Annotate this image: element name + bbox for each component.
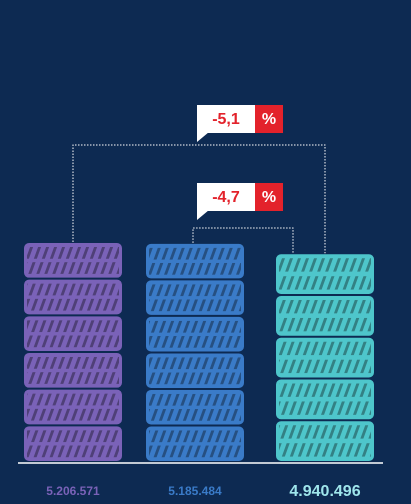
tread: [27, 298, 119, 311]
tire-stack: [276, 254, 374, 461]
tread: [279, 425, 371, 439]
tread: [27, 283, 119, 296]
tread: [27, 445, 119, 458]
tread: [279, 276, 371, 290]
annotation-unit: %: [262, 189, 276, 206]
tire-stack: [24, 243, 122, 461]
tread: [279, 359, 371, 374]
annotation-tail: [197, 210, 209, 220]
tread: [149, 247, 241, 260]
tread: [27, 320, 119, 333]
tread: [149, 372, 241, 385]
tread: [149, 299, 241, 312]
tread: [149, 284, 241, 297]
tread: [279, 443, 371, 457]
tread: [279, 258, 371, 272]
annotation-box: [197, 105, 255, 133]
value-label: 5.185.484: [168, 484, 222, 498]
tread: [279, 317, 371, 332]
tread: [27, 335, 119, 348]
value-label: 5.206.571: [46, 484, 100, 498]
tread: [279, 383, 371, 397]
tread: [149, 445, 241, 458]
tread: [149, 357, 241, 370]
tread: [279, 341, 371, 356]
tread: [149, 320, 241, 333]
tread: [27, 262, 119, 274]
tread: [279, 401, 371, 415]
annotation-unit-box: [255, 105, 283, 133]
tread: [27, 247, 119, 259]
tread: [149, 393, 241, 406]
tread: [149, 409, 241, 421]
annotation-unit-box: [255, 183, 283, 211]
tire-stack: [146, 243, 244, 461]
bracket: [192, 227, 294, 254]
tread: [27, 408, 119, 421]
tread: [27, 430, 119, 443]
tread: [27, 393, 119, 406]
tread: [149, 336, 241, 348]
tread: [27, 357, 119, 369]
tread: [149, 430, 241, 443]
annotation-box: [197, 183, 255, 211]
tread: [149, 262, 241, 275]
annotation-tail: [197, 132, 209, 142]
bracket: [72, 144, 326, 254]
value-label: 4.940.496: [289, 483, 360, 500]
annotation-text: -4,7: [212, 189, 240, 206]
tread: [279, 299, 371, 314]
tread: [27, 372, 119, 384]
annotation-text: -5,1: [212, 111, 240, 128]
annotation-unit: %: [262, 111, 276, 128]
